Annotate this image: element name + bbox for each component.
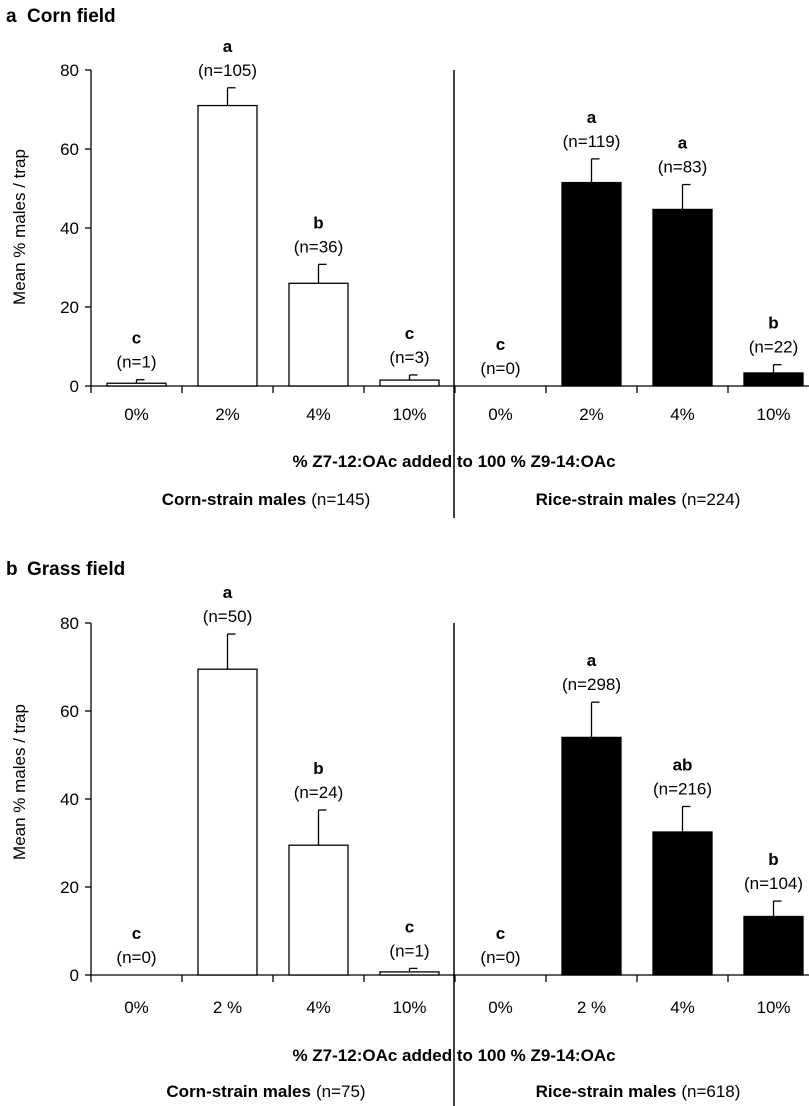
panel-a-significance-letter: c	[405, 324, 414, 343]
panel-b-n-label: (n=1)	[389, 941, 429, 960]
panel-b-n-label: (n=0)	[116, 948, 156, 967]
panel-b-bar	[652, 831, 713, 976]
panel-a-n-label: (n=22)	[749, 338, 799, 357]
panel-b-y-tick-label: 40	[60, 790, 79, 809]
panel-b-significance-letter: ab	[673, 755, 693, 774]
panel-a-x-tick-label: 10%	[756, 405, 790, 424]
panel-b-n-label: (n=104)	[744, 874, 803, 893]
panel-a-bar	[379, 379, 440, 387]
panel-b-significance-letter: a	[587, 651, 597, 670]
panel-a-n-label: (n=119)	[563, 132, 621, 151]
panel-b-n-label: (n=24)	[294, 783, 344, 802]
panel-a-x-tick-label: 10%	[392, 405, 426, 424]
panel-b-n-label: (n=216)	[653, 779, 712, 798]
panel-b-x-tick-label: 10%	[392, 998, 426, 1017]
panel-a-significance-letter: a	[223, 37, 233, 56]
panel-a-x-tick-label: 2%	[579, 405, 604, 424]
panel-a-significance-letter: a	[678, 134, 688, 153]
panel-a-x-tick-label: 4%	[306, 405, 331, 424]
panel-b-x-tick-label: 2 %	[577, 998, 606, 1017]
panel-b-n-label: (n=50)	[203, 607, 253, 626]
panel-b-bar	[197, 668, 258, 976]
panel-a-group-corn-n: (n=145)	[311, 490, 370, 509]
panel-b-significance-letter: b	[768, 850, 778, 869]
panel-b-significance-letter: c	[132, 924, 141, 943]
panel-b-significance-letter: c	[496, 924, 505, 943]
panel-b-group-rice-name: Rice-strain males	[536, 1082, 677, 1101]
panel-b-group-corn-n: (n=75)	[316, 1082, 366, 1101]
panel-b-group-corn: Corn-strain males (n=75)	[166, 1082, 365, 1101]
panel-a-y-axis-label: Mean % males / trap	[10, 149, 29, 305]
panel-a-n-label: (n=3)	[389, 348, 429, 367]
panel-b-group-corn-name: Corn-strain males	[166, 1082, 311, 1101]
panel-a-plot: 0 20 40 60 80 (n=1) c 0% (n=105) a 2% (n=36) b 4% (n=3…	[60, 37, 809, 518]
panel-a-significance-letter: b	[313, 213, 323, 232]
panel-a-y-tick-label: 20	[60, 298, 79, 317]
panel-a-bar	[652, 208, 713, 387]
panel-b-significance-letter: a	[223, 583, 233, 602]
panel-b-bar	[743, 915, 804, 976]
panel-a-title: Corn field	[27, 6, 116, 27]
panel-b-title: Grass field	[27, 559, 125, 580]
panel-a: a Corn field Mean % males / trap % Z7-12…	[6, 6, 809, 518]
panel-b-bar	[379, 971, 440, 976]
panel-b-x-tick-label: 10%	[756, 998, 790, 1017]
panel-a-x-tick-label: 2%	[215, 405, 240, 424]
panel-b-plot: 0 20 40 60 80 (n=0) c 0% (n=50) a 2 % (n=24) b 4% (n=1…	[60, 583, 809, 1106]
panel-a-bar	[197, 104, 258, 387]
panel-b-x-tick-label: 4%	[670, 998, 695, 1017]
panel-a-y-tick-label: 60	[60, 140, 79, 159]
panel-b-y-tick-label: 60	[60, 702, 79, 721]
panel-a-group-corn-name: Corn-strain males	[162, 490, 307, 509]
panel-a-bar	[288, 282, 349, 387]
panel-b-y-axis-label: Mean % males / trap	[10, 704, 29, 860]
panel-b-y-tick-label: 80	[60, 614, 79, 633]
panel-a-group-rice-n: (n=224)	[681, 490, 740, 509]
panel-b-bar	[288, 844, 349, 976]
panel-b: b Grass field Mean % males / trap % Z7-1…	[6, 559, 809, 1106]
panel-a-x-tick-label: 0%	[488, 405, 513, 424]
panel-a-group-corn: Corn-strain males (n=145)	[162, 490, 371, 509]
panel-a-n-label: (n=105)	[198, 61, 257, 80]
panel-a-significance-letter: c	[496, 335, 505, 354]
panel-b-x-tick-label: 0%	[488, 998, 513, 1017]
panel-b-significance-letter: c	[405, 917, 414, 936]
panel-b-bar	[561, 736, 622, 976]
panel-b-n-label: (n=298)	[562, 675, 621, 694]
panel-a-y-tick-label: 40	[60, 219, 79, 238]
panel-a-n-label: (n=36)	[294, 237, 344, 256]
panel-a-y-tick-label: 0	[70, 377, 79, 396]
panel-a-group-rice: Rice-strain males (n=224)	[536, 490, 741, 509]
panel-a-significance-letter: c	[132, 329, 141, 348]
panel-b-y-tick-label: 20	[60, 878, 79, 897]
panel-b-letter: b	[6, 559, 18, 580]
panel-b-group-rice: Rice-strain males (n=618)	[536, 1082, 741, 1101]
panel-b-y-tick-label: 0	[70, 966, 79, 985]
panel-b-x-tick-label: 2 %	[213, 998, 242, 1017]
panel-a-n-label: (n=0)	[480, 359, 520, 378]
panel-a-significance-letter: b	[768, 314, 778, 333]
panel-b-x-tick-label: 4%	[306, 998, 331, 1017]
panel-b-n-label: (n=0)	[480, 948, 520, 967]
panel-a-group-rice-name: Rice-strain males	[536, 490, 677, 509]
panel-a-bar	[743, 372, 804, 387]
panel-a-x-tick-label: 4%	[670, 405, 695, 424]
panel-a-n-label: (n=83)	[658, 158, 708, 177]
panel-b-group-rice-n: (n=618)	[681, 1082, 740, 1101]
panel-b-x-tick-label: 0%	[124, 998, 149, 1017]
panel-a-bar	[561, 181, 622, 387]
panel-a-n-label: (n=1)	[116, 353, 156, 372]
panel-a-y-tick-label: 80	[60, 61, 79, 80]
panel-b-significance-letter: b	[313, 759, 323, 778]
panel-a-significance-letter: a	[587, 108, 597, 127]
panel-a-letter: a	[6, 6, 17, 27]
panel-a-x-tick-label: 0%	[124, 405, 149, 424]
panel-a-bar	[106, 382, 167, 387]
